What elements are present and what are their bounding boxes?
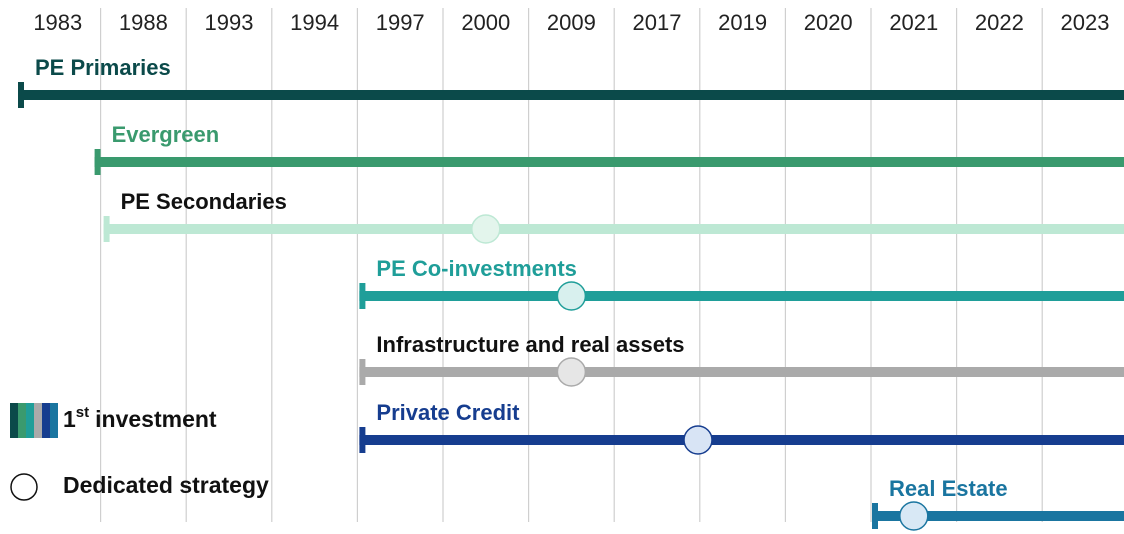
year-label: 2019 <box>718 10 767 35</box>
track-label: Evergreen <box>112 122 220 147</box>
track-label: Real Estate <box>889 476 1008 501</box>
legend-first-main: 1 <box>63 406 76 432</box>
legend-circle <box>10 473 38 501</box>
year-label: 1993 <box>205 10 254 35</box>
track-bar <box>359 367 1124 377</box>
legend-first-rest: investment <box>95 406 217 432</box>
legend-swatch <box>10 403 18 438</box>
year-label: 1983 <box>33 10 82 35</box>
legend-swatch <box>34 403 42 438</box>
track-bar <box>18 90 1124 100</box>
track-label: PE Secondaries <box>121 189 287 214</box>
start-tick <box>18 82 24 108</box>
dedicated-marker <box>556 281 587 311</box>
start-tick <box>94 149 101 175</box>
year-label: 2017 <box>633 10 682 35</box>
legend-swatch <box>50 403 58 438</box>
start-tick <box>103 216 110 242</box>
year-label: 2021 <box>889 10 938 35</box>
legend-swatch <box>26 403 34 438</box>
dedicated-marker <box>899 501 929 531</box>
year-label: 2000 <box>461 10 510 35</box>
dedicated-marker <box>683 425 713 455</box>
year-label: 2022 <box>975 10 1024 35</box>
start-tick <box>359 359 366 385</box>
start-tick <box>359 427 366 453</box>
legend-dedicated: Dedicated strategy <box>63 472 269 498</box>
year-label: 1997 <box>376 10 425 35</box>
track-bar <box>359 291 1124 301</box>
year-label: 2020 <box>804 10 853 35</box>
track-bar <box>103 224 1124 234</box>
track-label: Infrastructure and real assets <box>376 332 684 357</box>
dedicated-marker <box>556 357 587 387</box>
start-tick <box>359 283 366 309</box>
start-tick <box>872 503 878 529</box>
track-label: PE Primaries <box>35 55 171 80</box>
legend: 1st investment Dedicated strategy <box>10 403 269 501</box>
year-label: 1988 <box>119 10 168 35</box>
year-label: 2023 <box>1061 10 1110 35</box>
year-label: 1994 <box>290 10 339 35</box>
legend-swatch <box>42 403 50 438</box>
track-bar <box>872 511 1124 521</box>
year-label: 2009 <box>547 10 596 35</box>
track-bar <box>94 157 1124 167</box>
dedicated-marker <box>471 214 501 244</box>
track-bar <box>359 435 1124 445</box>
legend-first: 1st investment <box>63 404 217 432</box>
track-label: Private Credit <box>376 400 520 425</box>
track-label: PE Co-investments <box>376 256 577 281</box>
legend-first-sup: st <box>76 404 89 421</box>
legend-swatch <box>18 403 26 438</box>
